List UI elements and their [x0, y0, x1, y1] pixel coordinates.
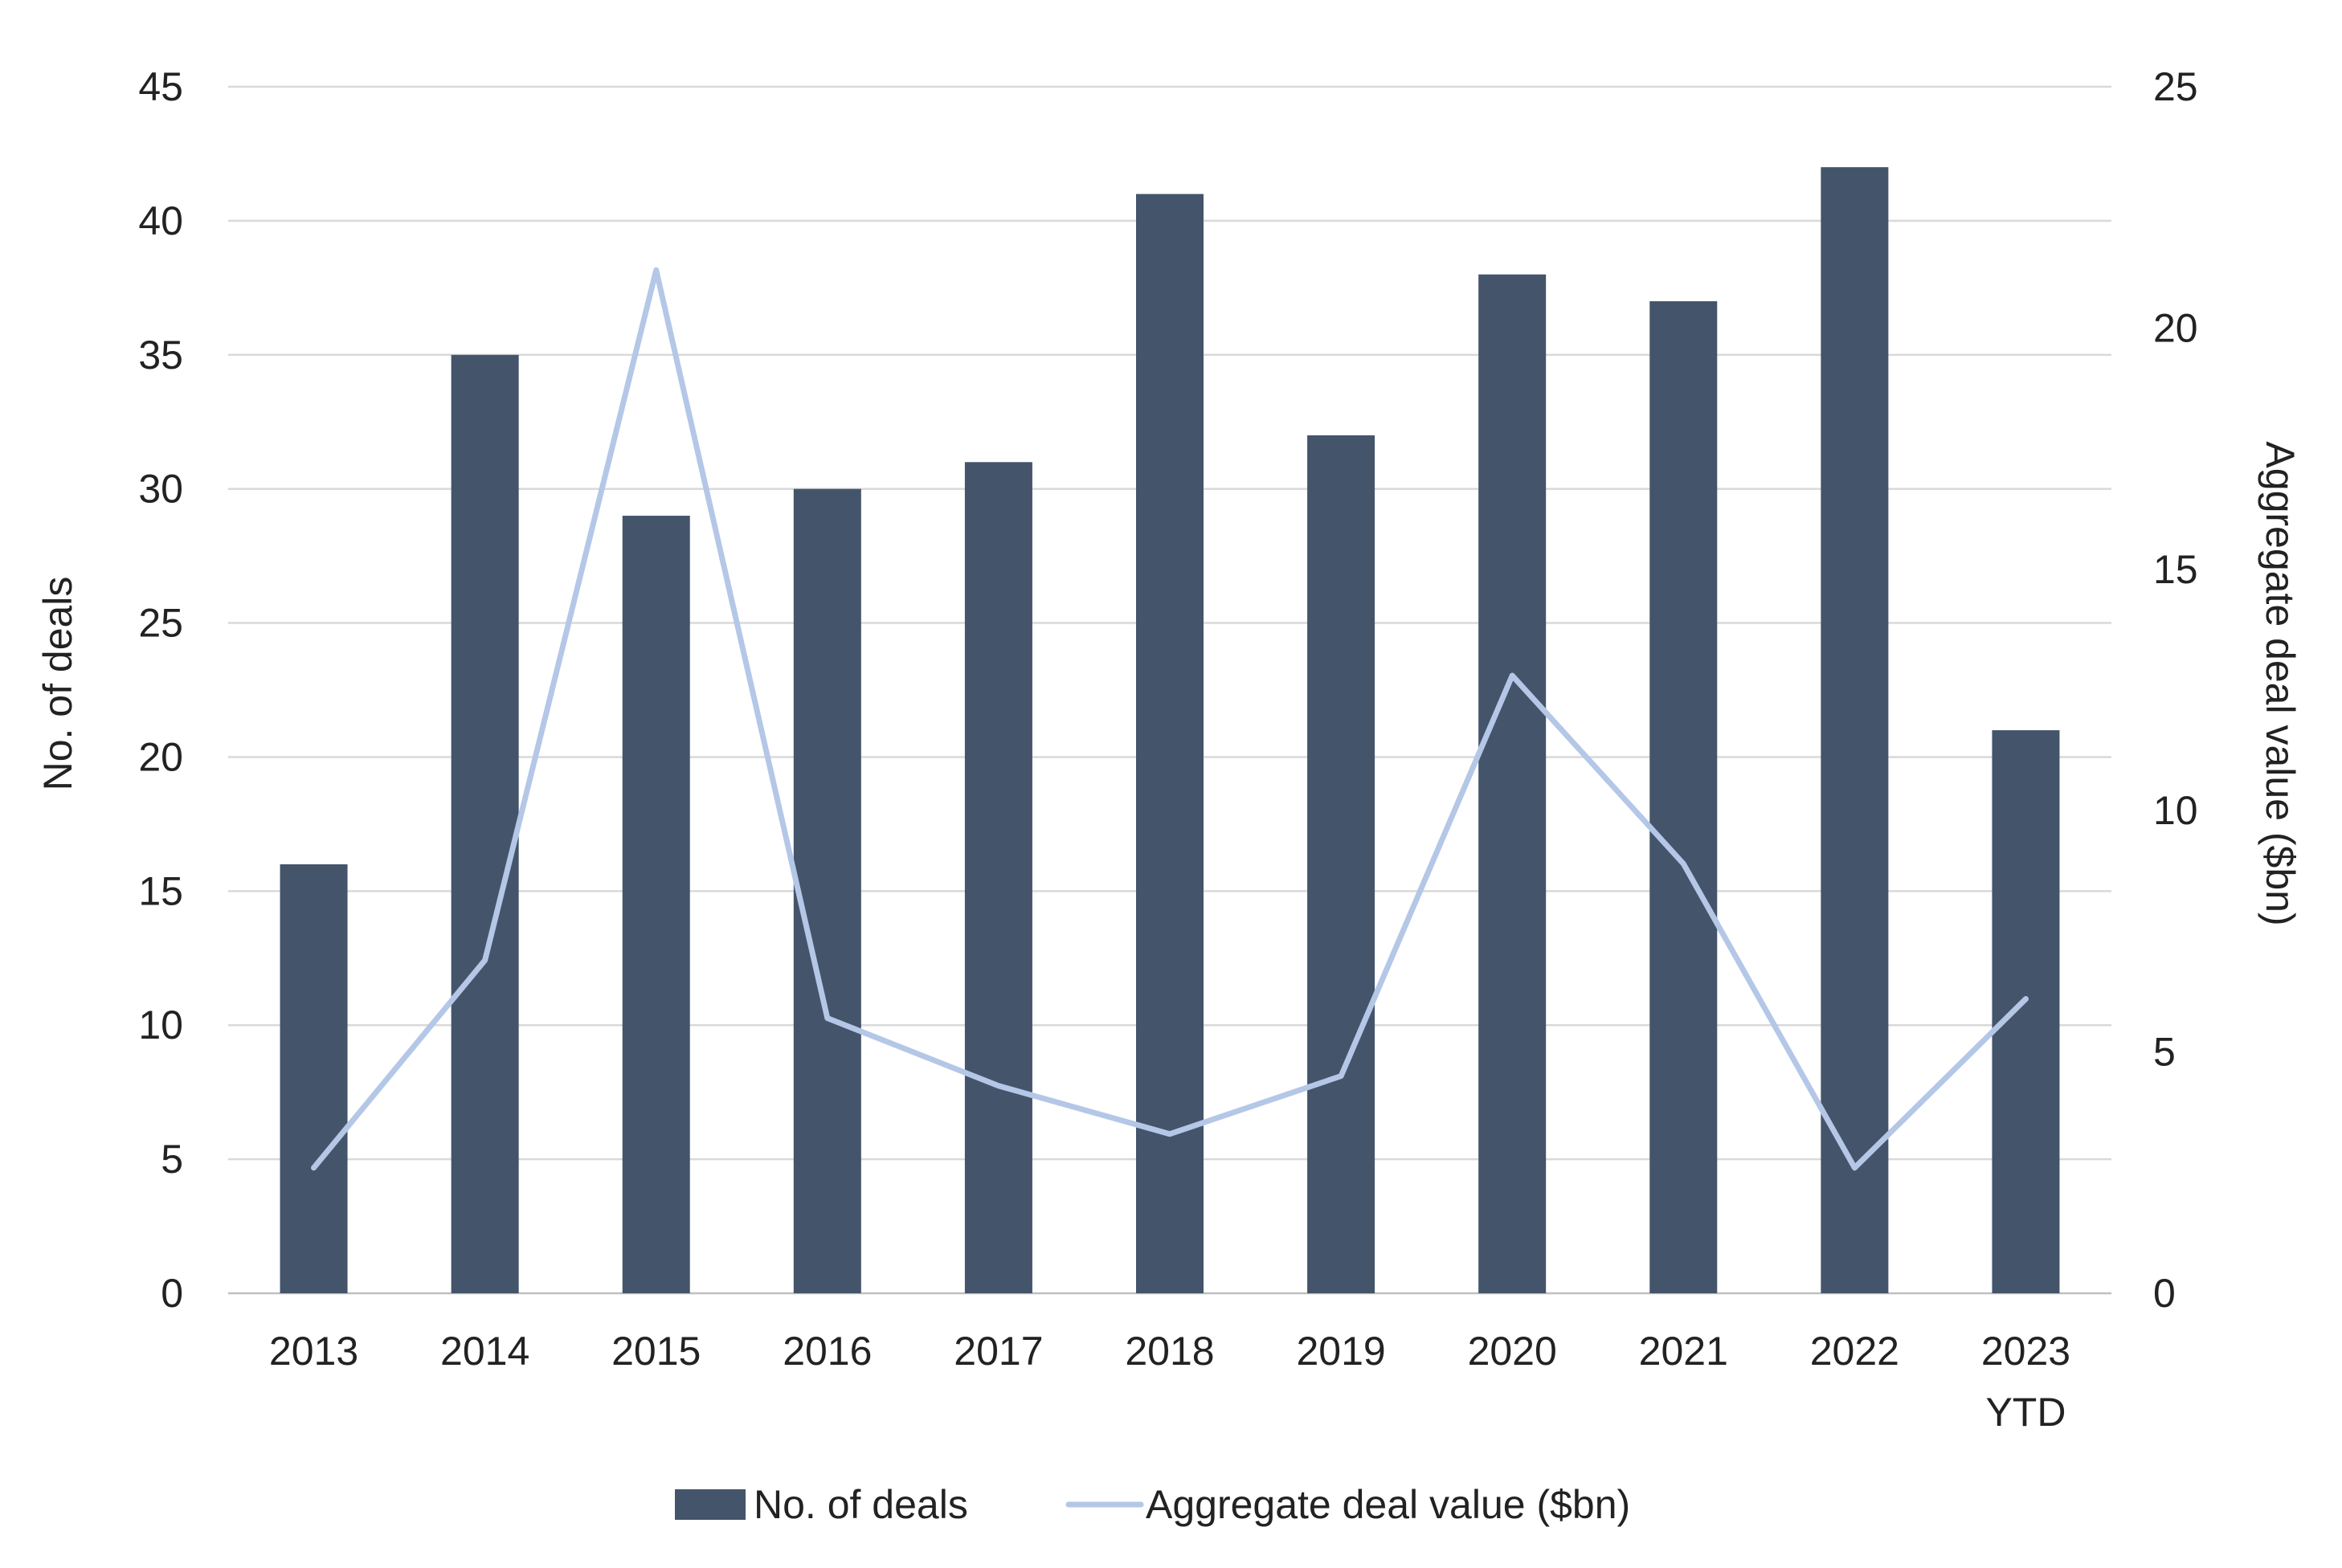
- x-tick-label: 2019: [1296, 1329, 1385, 1374]
- left-tick-label: 25: [138, 601, 183, 646]
- left-axis-title: No. of deals: [35, 577, 80, 791]
- left-tick-label: 45: [138, 64, 183, 109]
- right-tick-label: 0: [2153, 1271, 2176, 1316]
- bar: [1478, 274, 1547, 1294]
- legend: No. of deals Aggregate deal value ($bn): [675, 1482, 1630, 1527]
- x-tick-label: YTD: [1985, 1390, 2066, 1435]
- x-tick-label: 2013: [269, 1329, 358, 1374]
- right-tick-label: 20: [2153, 305, 2198, 350]
- left-tick-label: 10: [138, 1002, 183, 1047]
- x-tick-label: 2020: [1468, 1329, 1557, 1374]
- bar-series-no-of-deals: [280, 167, 2060, 1294]
- legend-swatch-bar: [675, 1489, 746, 1520]
- left-tick-label: 40: [138, 198, 183, 243]
- bar: [622, 516, 690, 1293]
- right-tick-label: 25: [2153, 64, 2198, 109]
- x-tick-label: 2016: [783, 1329, 872, 1374]
- legend-label-line: Aggregate deal value ($bn): [1146, 1482, 1630, 1527]
- bar: [964, 462, 1032, 1294]
- x-tick-label: 2015: [611, 1329, 701, 1374]
- left-tick-label: 20: [138, 734, 183, 779]
- bar: [1992, 730, 2060, 1293]
- x-tick-label: 2022: [1810, 1329, 1899, 1374]
- right-tick-label: 5: [2153, 1030, 2176, 1075]
- x-tick-label: 2021: [1639, 1329, 1728, 1374]
- right-axis-title: Aggregate deal value ($bn): [2258, 441, 2303, 925]
- series-line: [311, 267, 2029, 1171]
- bar: [280, 864, 348, 1293]
- legend-label-bar: No. of deals: [754, 1482, 968, 1527]
- axes: 0 5 10 15 20 25 30 35 40 45 0 5 10 15 20 25 2013 2014 2015…: [35, 64, 2303, 1435]
- left-tick-label: 5: [161, 1137, 183, 1182]
- x-tick-label: 2017: [954, 1329, 1043, 1374]
- x-tick-label: 2014: [440, 1329, 529, 1374]
- bar: [1136, 194, 1204, 1293]
- x-tick-label: 2023: [1981, 1329, 2070, 1374]
- right-tick-label: 15: [2153, 547, 2198, 592]
- right-tick-label: 10: [2153, 788, 2198, 833]
- left-tick-label: 30: [138, 467, 183, 512]
- bar: [451, 354, 519, 1293]
- left-tick-label: 0: [161, 1271, 183, 1316]
- x-tick-label: 2018: [1125, 1329, 1214, 1374]
- left-tick-label: 35: [138, 333, 183, 378]
- bar: [1307, 435, 1375, 1293]
- left-tick-label: 15: [138, 868, 183, 913]
- line-series-aggregate-deal-value: [311, 267, 2029, 1171]
- bar: [1649, 301, 1718, 1293]
- bar: [1821, 167, 1889, 1294]
- bar: [793, 488, 861, 1293]
